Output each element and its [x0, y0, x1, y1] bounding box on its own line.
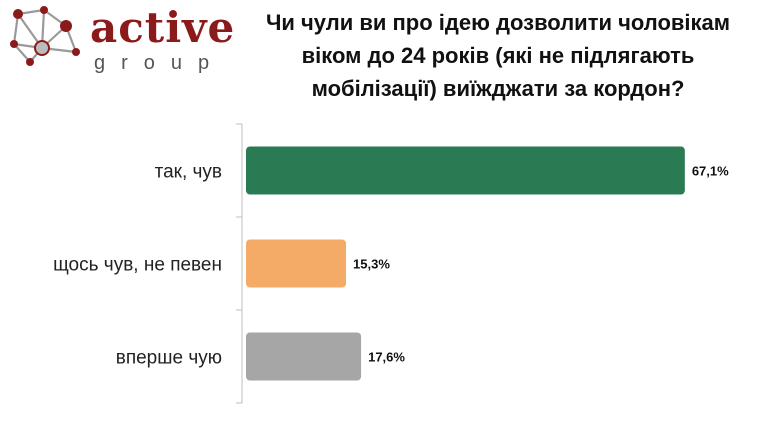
active-group-logo: active group [4, 4, 234, 76]
chart-title: Чи чули ви про ідею дозволити чоловікам … [265, 10, 731, 101]
data-label: 15,3% [353, 257, 390, 272]
category-label: щось чув, не певен [53, 255, 222, 276]
data-label: 17,6% [368, 350, 405, 365]
category-label: вперше чую [116, 348, 222, 369]
bar-2 [246, 239, 347, 288]
logo-word: active [90, 3, 236, 52]
logo-subword: group [94, 52, 226, 74]
data-label: 67,1% [692, 164, 729, 179]
bar-3 [246, 332, 362, 381]
category-label: так, чув [155, 162, 222, 183]
network-nodes-icon [10, 6, 80, 66]
bar-1 [246, 146, 685, 195]
